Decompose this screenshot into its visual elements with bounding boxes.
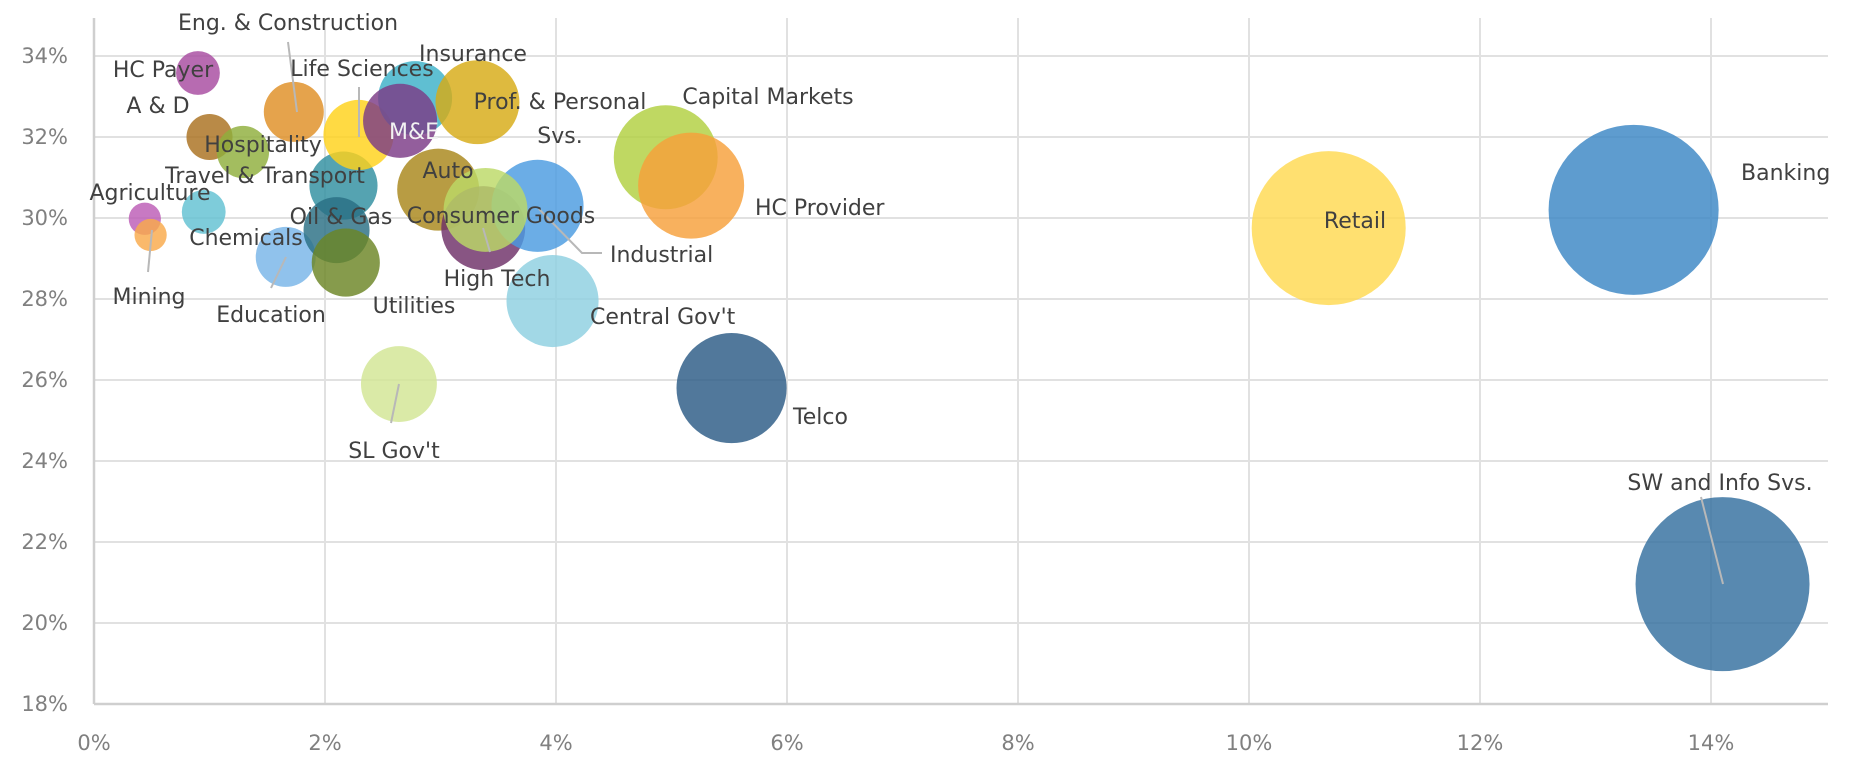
label-education: Education — [216, 303, 326, 328]
label-oil-gas: Oil & Gas — [290, 205, 393, 230]
label-prof-personal-svs: Prof. & Personal Svs. — [474, 90, 647, 149]
label-life-sciences: Life Sciences — [290, 57, 433, 82]
label-high-tech: High Tech — [444, 267, 551, 292]
leader-line-sw-and-info-svs — [1700, 496, 1724, 585]
x-tick-label: 4% — [539, 731, 572, 755]
bubble-hc-payer — [176, 51, 220, 95]
label-consumer-goods: Consumer Goods — [407, 204, 596, 229]
bubble-retail — [1251, 151, 1406, 306]
label-insurance: Insurance — [419, 42, 527, 67]
label-hc-payer: HC Payer — [113, 58, 214, 83]
label-sl-gov-t: SL Gov't — [348, 439, 440, 464]
y-tick-label: 18% — [21, 692, 68, 716]
label-capital-markets: Capital Markets — [682, 85, 853, 110]
y-tick-label: 26% — [21, 368, 68, 392]
label-hc-provider: HC Provider — [755, 196, 885, 221]
label-hospitality: Hospitality — [204, 133, 322, 158]
y-tick-label: 30% — [21, 206, 68, 230]
x-tick-label: 12% — [1457, 731, 1504, 755]
bubble-prof-personal-svs — [435, 60, 520, 145]
axes — [92, 18, 1828, 706]
leader-line-eng-construction — [287, 41, 298, 113]
label-mining: Mining — [112, 285, 185, 310]
label-banking: Banking — [1741, 161, 1830, 186]
label-retail: Retail — [1324, 209, 1386, 234]
label-agriculture: Agriculture — [90, 181, 211, 206]
bubble-sw-and-info-svs — [1635, 497, 1810, 672]
y-tick-label: 24% — [21, 449, 68, 473]
label-line: Prof. & Personal — [474, 90, 647, 115]
bubble-central-gov-t — [506, 254, 599, 348]
bubble-eng-construction — [263, 81, 324, 142]
bubbles — [128, 51, 1810, 672]
label-a-d: A & D — [126, 94, 189, 119]
x-tick-label: 8% — [1001, 731, 1034, 755]
bubble-banking — [1548, 124, 1719, 295]
bubble-consumer-goods — [443, 167, 528, 252]
x-tick-label: 10% — [1226, 731, 1273, 755]
label-utilities: Utilities — [373, 294, 456, 319]
label-sw-and-info-svs: SW and Info Svs. — [1627, 471, 1812, 496]
gridlines — [94, 18, 1828, 704]
bubble-utilities — [311, 228, 380, 297]
y-tick-label: 22% — [21, 530, 68, 554]
leader-line-industrial — [538, 208, 602, 254]
label-eng-construction: Eng. & Construction — [178, 11, 398, 36]
leader-line-education — [270, 256, 287, 289]
y-tick-label: 34% — [21, 44, 68, 68]
x-tick-label: 2% — [308, 731, 341, 755]
label-chemicals: Chemicals — [189, 226, 303, 251]
bubble-hospitality — [216, 125, 270, 179]
label-central-gov-t: Central Gov't — [590, 305, 736, 330]
label-auto: Auto — [422, 159, 473, 184]
bubble-hc-provider — [638, 132, 745, 239]
bubble-m-e — [363, 83, 438, 158]
x-tick-label: 0% — [77, 731, 110, 755]
bubble-labels: HC Payer A & D Hospitality Eng. & Construct… — [90, 11, 1831, 496]
label-telco: Telco — [792, 405, 848, 430]
y-tick-label: 20% — [21, 611, 68, 635]
tick-labels: 18% 20% 22% 24% 26% 28% 30% 32% 34% 0% 2% 4% 6% 8% 10%… — [21, 44, 1734, 755]
leader-line-sl-gov-t — [390, 383, 400, 424]
bubble-chemicals — [181, 190, 226, 234]
leader-line-high-tech — [482, 227, 491, 253]
x-tick-label: 6% — [770, 731, 803, 755]
x-tick-label: 14% — [1688, 731, 1735, 755]
bubble-telco — [676, 333, 787, 444]
leader-lines — [147, 41, 1724, 585]
label-travel-transport: Travel & Transport — [164, 164, 365, 189]
label-industrial: Industrial — [610, 243, 713, 268]
label-m-e: M&E — [389, 120, 439, 145]
y-tick-label: 32% — [21, 125, 68, 149]
y-tick-label: 28% — [21, 287, 68, 311]
label-line: Svs. — [537, 124, 582, 149]
leader-line-mining — [147, 229, 153, 273]
